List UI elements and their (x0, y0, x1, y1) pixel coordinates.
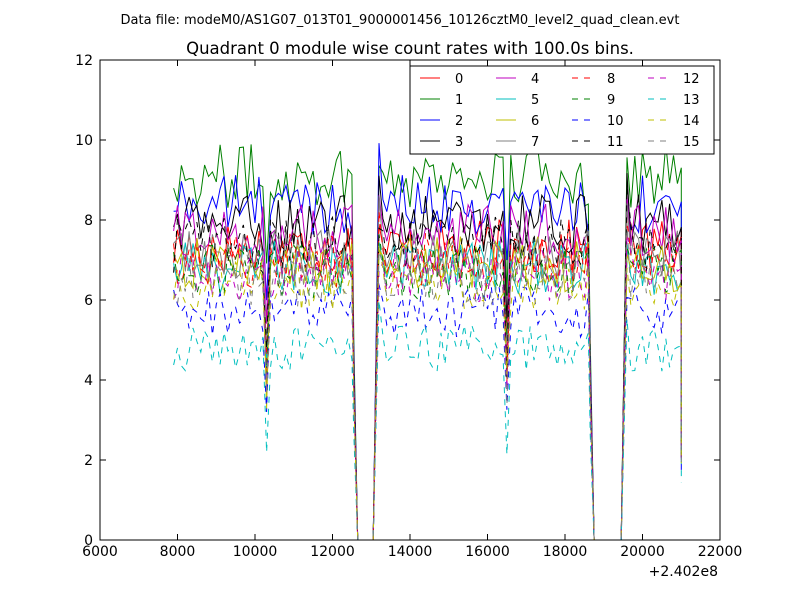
series-lines (173, 143, 682, 540)
series-line-4 (173, 195, 682, 540)
y-tick-label: 4 (84, 373, 93, 389)
x-offset-label: +2.402e8 (649, 564, 718, 580)
legend-label-3: 3 (455, 135, 463, 150)
x-tick-label: 6000 (82, 544, 118, 560)
legend-label-4: 4 (531, 72, 539, 87)
legend-label-7: 7 (531, 135, 539, 150)
legend-label-10: 10 (607, 114, 624, 129)
legend-label-8: 8 (607, 72, 615, 87)
data-file-label: Data file: modeM0/AS1G07_013T01_90000014… (121, 13, 680, 28)
legend-label-2: 2 (455, 114, 463, 129)
legend-label-13: 13 (683, 93, 700, 108)
legend-label-12: 12 (683, 72, 700, 87)
legend-box (409, 65, 715, 155)
y-tick-label: 2 (84, 453, 93, 469)
legend-label-0: 0 (455, 72, 463, 87)
legend-label-6: 6 (531, 114, 539, 129)
series-line-11 (173, 187, 682, 540)
y-tick-label: 12 (75, 53, 93, 69)
series-line-6 (173, 236, 682, 540)
series-line-10 (173, 284, 682, 540)
series-line-14 (173, 244, 682, 540)
legend-label-1: 1 (455, 93, 463, 108)
chart-title: Quadrant 0 module wise count rates with … (186, 39, 634, 58)
x-tick-label: 8000 (160, 544, 196, 560)
series-line-9 (173, 234, 682, 540)
y-tick-label: 6 (84, 293, 93, 309)
x-tick-label: 22000 (698, 544, 743, 560)
x-tick-label: 12000 (310, 544, 355, 560)
series-line-3 (173, 173, 682, 540)
y-tick-label: 0 (84, 533, 93, 549)
series-line-1 (173, 144, 682, 540)
legend-label-5: 5 (531, 93, 539, 108)
y-tick-label: 8 (84, 213, 93, 229)
x-tick-label: 18000 (543, 544, 588, 560)
x-tick-label: 20000 (620, 544, 665, 560)
axis-ticks: 6000 8000 10000 12000 14000 16000 18000 20000 22… (75, 53, 742, 560)
series-line-12 (173, 234, 682, 540)
series-line-13 (173, 300, 682, 540)
series-line-8 (173, 211, 682, 540)
legend-label-11: 11 (607, 135, 624, 150)
x-tick-label: 14000 (388, 544, 433, 560)
legend-label-14: 14 (683, 114, 700, 129)
legend-label-15: 15 (683, 135, 700, 150)
x-tick-label: 10000 (233, 544, 278, 560)
legend-label-9: 9 (607, 93, 615, 108)
x-tick-label: 16000 (465, 544, 510, 560)
y-tick-label: 10 (75, 133, 93, 149)
